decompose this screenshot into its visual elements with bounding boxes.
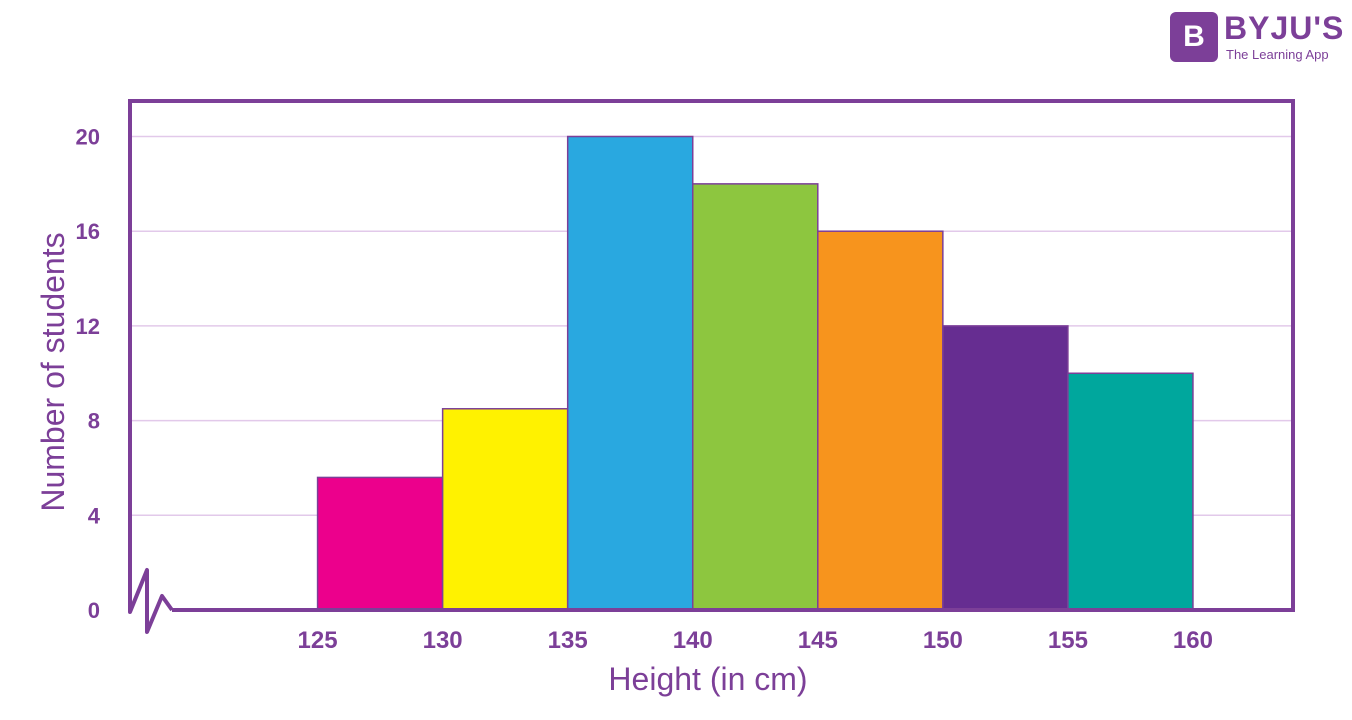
bar-135-140 <box>566 135 694 611</box>
x-tick-label-125: 125 <box>298 627 338 654</box>
bar-140-145 <box>691 183 819 611</box>
bar-155-160 <box>1067 372 1194 611</box>
x-tick-label-145: 145 <box>798 627 838 654</box>
y-tick-label-4: 4 <box>88 503 101 528</box>
y-tick-label-16: 16 <box>76 219 100 244</box>
brand-name: BYJU'S <box>1224 10 1345 46</box>
x-axis-label: Height (in cm) <box>608 661 807 697</box>
x-tick-labels: 125 130 135 140 145 150 155 160 <box>298 627 1213 654</box>
y-tick-label-0: 0 <box>88 598 100 623</box>
brand-logo: B BYJU'S The Learning App <box>1170 10 1350 66</box>
brand-logo-icon: B <box>1170 12 1218 62</box>
plot-frame <box>128 99 1295 634</box>
x-tick-label-135: 135 <box>548 627 588 654</box>
bar-125-130 <box>316 476 444 611</box>
x-tick-label-130: 130 <box>423 627 463 654</box>
plot-border <box>128 99 1295 612</box>
bar-150-155 <box>942 325 1069 611</box>
x-tick-label-160: 160 <box>1173 627 1213 654</box>
axis-break-mark <box>128 568 174 634</box>
bar-130-135 <box>441 408 569 611</box>
bars <box>316 135 1194 611</box>
y-tick-label-20: 20 <box>76 125 100 150</box>
x-tick-label-155: 155 <box>1048 627 1088 654</box>
y-tick-labels: 0 4 8 12 16 20 <box>76 125 101 623</box>
brand-tagline: The Learning App <box>1226 47 1329 62</box>
y-axis-label: Number of students <box>35 232 71 511</box>
y-tick-label-12: 12 <box>76 314 100 339</box>
y-tick-label-8: 8 <box>88 409 100 434</box>
bar-145-150 <box>817 230 944 611</box>
x-tick-label-140: 140 <box>673 627 713 654</box>
x-tick-label-150: 150 <box>923 627 963 654</box>
